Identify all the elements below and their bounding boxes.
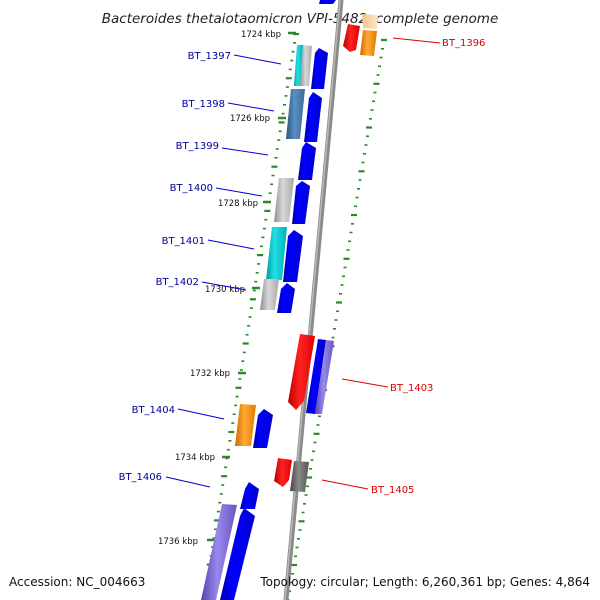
forward-gene-arrow[interactable] <box>277 283 295 313</box>
kbp-markers: 1724 kbp 1726 kbp 1728 kbp 1730 kbp 1732 kbp… <box>158 30 296 547</box>
gene-label-left[interactable]: BT_1404 <box>132 405 175 416</box>
genome-summary-text: Topology: circular; Length: 6,260,361 bp… <box>259 575 590 589</box>
reverse-gene-box[interactable] <box>362 14 378 29</box>
kbp-label: 1724 kbp <box>241 30 281 40</box>
forward-gene-arrow[interactable] <box>319 0 336 4</box>
gene-label-right[interactable]: BT_1405 <box>371 485 414 496</box>
forward-gene-arrow[interactable] <box>253 409 273 448</box>
genome-title: Bacteroides thetaiotaomicron VPI-5482, c… <box>102 11 499 27</box>
forward-gene-arrow[interactable] <box>240 482 259 509</box>
gene-box-gray[interactable] <box>300 45 312 86</box>
gene-box-gray[interactable] <box>260 279 279 310</box>
gene-labels: BT_1397 BT_1398 BT_1399 BT_1400 BT_1401 … <box>119 38 486 496</box>
forward-gene-arrow[interactable] <box>311 48 328 89</box>
reverse-gene-arrow[interactable] <box>343 24 360 52</box>
kbp-label: 1726 kbp <box>230 114 270 124</box>
gene-box-cyan[interactable] <box>266 227 287 280</box>
label-leader-lines <box>165 37 441 490</box>
gene-features <box>201 0 378 600</box>
tick-tracks <box>202 32 387 600</box>
kbp-label: 1730 kbp <box>205 285 245 295</box>
gene-box-gray[interactable] <box>274 178 294 222</box>
gene-label-left[interactable]: BT_1402 <box>156 277 199 288</box>
forward-gene-arrow[interactable] <box>298 142 316 180</box>
accession-text: Accession: NC_004663 <box>9 575 145 589</box>
gene-label-left[interactable]: BT_1398 <box>182 99 225 110</box>
gene-label-right[interactable]: BT_1396 <box>442 38 485 49</box>
genome-backbone <box>283 0 344 600</box>
reverse-gene-arrow[interactable] <box>274 458 292 487</box>
forward-gene-arrow[interactable] <box>220 508 255 600</box>
forward-gene-arrow[interactable] <box>304 92 322 142</box>
gene-label-left[interactable]: BT_1399 <box>176 141 219 152</box>
genome-backbone-highlight <box>284 0 341 600</box>
gene-box-purple[interactable] <box>201 504 237 600</box>
gene-label-left[interactable]: BT_1406 <box>119 472 162 483</box>
gene-box-darkgray[interactable] <box>290 461 309 492</box>
reverse-gene-box[interactable] <box>360 30 377 56</box>
kbp-label: 1732 kbp <box>190 369 230 379</box>
gene-label-left[interactable]: BT_1397 <box>188 51 231 62</box>
gene-box-steel[interactable] <box>286 89 305 139</box>
kbp-label: 1728 kbp <box>218 199 258 209</box>
forward-gene-arrow[interactable] <box>283 230 303 282</box>
gene-box-purple[interactable] <box>315 340 334 414</box>
gene-box-orange[interactable] <box>235 404 256 446</box>
gene-label-right[interactable]: BT_1403 <box>390 383 433 394</box>
gene-label-left[interactable]: BT_1401 <box>162 236 205 247</box>
reverse-gene-arrow[interactable] <box>288 334 315 410</box>
forward-gene-arrow[interactable] <box>292 181 310 224</box>
gene-label-left[interactable]: BT_1400 <box>170 183 213 194</box>
kbp-label: 1736 kbp <box>158 537 198 547</box>
gene-box-blue[interactable] <box>306 339 326 414</box>
kbp-label: 1734 kbp <box>175 453 215 463</box>
